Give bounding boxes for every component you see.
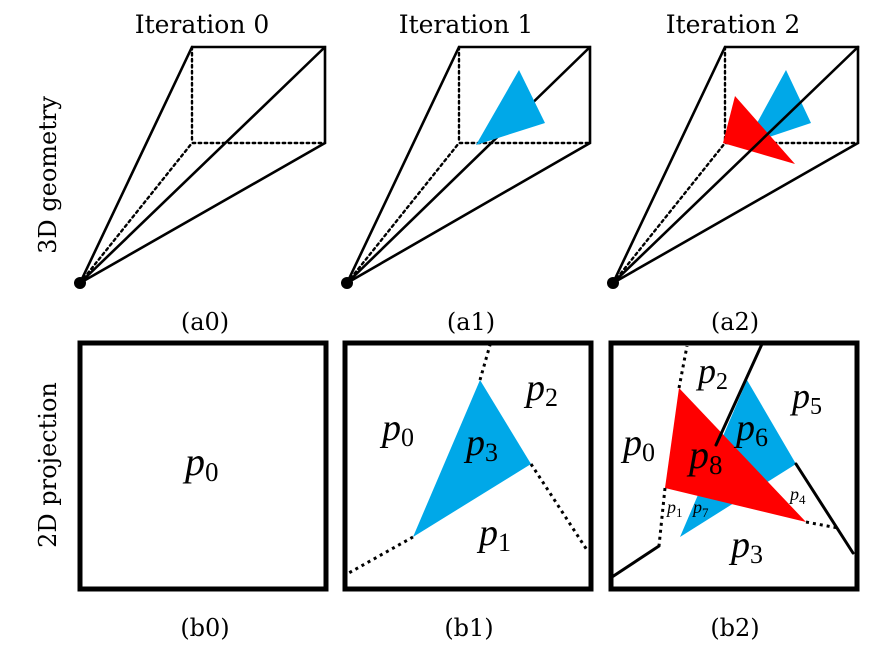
frustum-solid-edges <box>345 45 592 285</box>
label-p0: p0 <box>620 422 655 467</box>
red-triangle-3d <box>723 96 795 164</box>
partition-dotted-lines <box>346 344 589 576</box>
header-iteration-1: Iteration 1 <box>399 10 534 39</box>
label-p8: p8 <box>686 432 723 480</box>
label-p3: p3 <box>728 524 763 569</box>
label-p7: p7 <box>691 497 709 520</box>
caption-a0: (a0) <box>181 308 229 336</box>
label-p2: p2 <box>523 367 558 412</box>
blue-triangle-2d <box>413 380 531 537</box>
caption-b2: (b2) <box>710 614 759 642</box>
row-label-3d-geometry: 3D geometry <box>34 96 62 254</box>
frustum-a0 <box>74 45 327 289</box>
label-p1: p1 <box>665 497 683 520</box>
caption-b1: (b1) <box>444 614 493 642</box>
header-iteration-2: Iteration 2 <box>666 10 801 39</box>
partition-dotted-lines <box>657 345 839 547</box>
caption-a2: (a2) <box>711 308 759 336</box>
label-p4: p4 <box>788 484 806 507</box>
label-p6: p6 <box>733 407 768 452</box>
projection-box-b1 <box>342 340 594 592</box>
caption-a1: (a1) <box>447 308 495 336</box>
camera-point <box>74 277 86 289</box>
label-p2: p2 <box>695 351 728 395</box>
caption-b0: (b0) <box>180 614 229 642</box>
header-iteration-0: Iteration 0 <box>135 10 270 39</box>
frustum-a1 <box>341 45 592 289</box>
label-p5: p5 <box>789 376 822 420</box>
camera-point <box>341 277 353 289</box>
projection-b1: p0 p2 p3 p1 <box>342 340 594 592</box>
projection-box-b2 <box>608 340 860 592</box>
row-label-2d-projection: 2D projection <box>34 382 62 548</box>
red-triangle-2d <box>665 388 806 522</box>
label-p3: p3 <box>463 422 498 467</box>
label-p0: p0 <box>379 407 414 452</box>
frustum-solid-edges <box>78 45 327 285</box>
frustum-diagonal <box>611 45 860 285</box>
frustum-dotted-edges <box>345 45 592 285</box>
projection-b2: p0 p2 p5 p6 p8 p4 p1 p7 p3 <box>608 340 860 592</box>
partition-solid-lines <box>610 342 855 579</box>
blue-triangle-3d <box>476 70 545 145</box>
frustum-dotted-edges <box>78 45 327 285</box>
camera-point <box>607 277 619 289</box>
label-p0: p0 <box>182 439 219 487</box>
projection-box-b0 <box>77 340 329 592</box>
label-p1: p1 <box>476 512 511 557</box>
